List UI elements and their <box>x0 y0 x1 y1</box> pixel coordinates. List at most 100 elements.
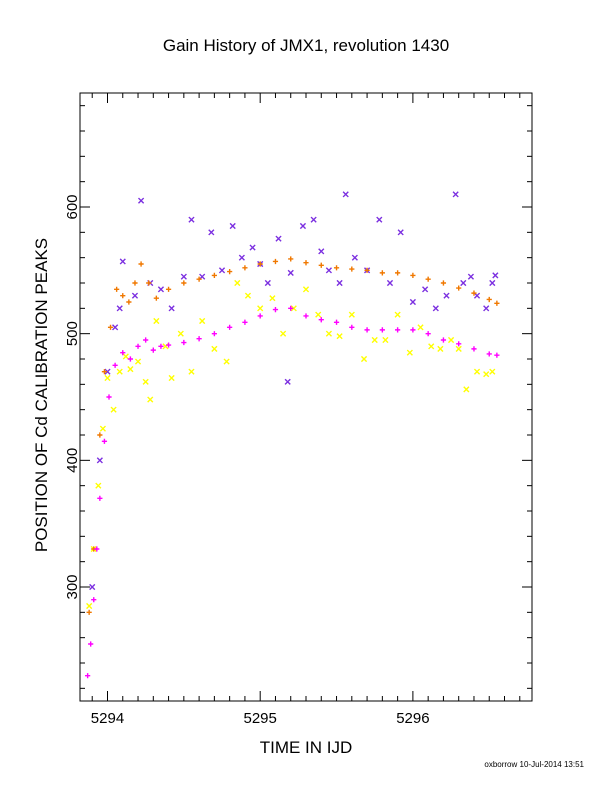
data-point <box>85 673 91 679</box>
data-point <box>386 279 394 287</box>
data-point <box>342 191 349 198</box>
data-point <box>94 546 100 552</box>
data-point <box>199 317 206 325</box>
data-point <box>275 235 282 242</box>
data-point <box>443 292 450 299</box>
data-point <box>410 272 416 278</box>
x-tick-label: 5294 <box>91 710 124 727</box>
data-point <box>460 279 467 287</box>
data-point <box>288 256 294 262</box>
data-point <box>437 345 444 352</box>
data-point <box>142 378 149 385</box>
y-tick-label: 600 <box>64 194 81 219</box>
data-point <box>318 317 324 323</box>
data-point <box>138 261 144 267</box>
data-point <box>257 305 264 312</box>
data-point <box>455 345 462 352</box>
y-tick-label: 400 <box>64 448 81 473</box>
data-marks <box>85 191 500 679</box>
data-point <box>364 267 370 273</box>
data-point <box>135 343 141 349</box>
data-point <box>188 216 195 223</box>
data-point <box>116 368 123 375</box>
data-point <box>333 265 340 271</box>
data-point <box>288 305 294 311</box>
data-point <box>299 222 307 230</box>
data-point <box>157 286 165 293</box>
data-point <box>177 330 184 337</box>
data-point <box>456 341 462 347</box>
x-axis-label: TIME IN IJD <box>259 738 353 757</box>
data-point <box>284 378 291 385</box>
data-point <box>137 197 145 204</box>
data-point <box>119 258 126 265</box>
data-point <box>440 337 447 343</box>
data-point <box>86 602 93 610</box>
data-point <box>471 346 477 352</box>
data-point <box>104 368 111 375</box>
data-point <box>318 248 325 255</box>
data-point <box>168 305 175 312</box>
data-point <box>406 349 413 356</box>
data-point <box>229 222 236 230</box>
data-point <box>376 216 383 223</box>
series-1 <box>89 191 499 591</box>
data-point <box>180 273 187 280</box>
data-point <box>114 286 120 292</box>
data-point <box>303 260 309 266</box>
data-point <box>489 368 496 375</box>
data-point <box>471 290 477 296</box>
data-point <box>181 339 187 346</box>
series-0 <box>86 279 496 610</box>
data-point <box>227 269 233 275</box>
data-point <box>473 368 481 375</box>
data-point <box>315 311 322 318</box>
x-tick-label: 5296 <box>396 710 429 727</box>
data-point <box>422 286 429 293</box>
data-point <box>302 286 310 293</box>
data-point <box>97 432 103 438</box>
data-point <box>348 311 355 318</box>
axis-tick-labels: 5294 5295 5296 300 400 500 600 <box>64 194 430 727</box>
data-point <box>134 358 142 365</box>
data-point <box>447 336 455 344</box>
data-point <box>318 262 324 268</box>
data-point <box>249 244 256 251</box>
data-point <box>234 279 241 287</box>
data-point <box>257 313 263 319</box>
data-point <box>483 371 490 378</box>
data-point <box>379 270 385 276</box>
data-point <box>364 327 370 333</box>
series-2 <box>86 256 500 615</box>
data-point <box>379 327 385 333</box>
data-point <box>126 299 132 305</box>
series-3 <box>85 305 500 679</box>
data-point <box>96 457 103 464</box>
data-point <box>456 285 462 291</box>
data-point <box>188 368 195 375</box>
data-point <box>88 641 94 647</box>
data-point <box>333 319 340 325</box>
data-point <box>272 307 279 313</box>
data-point <box>257 261 263 267</box>
data-point <box>492 272 499 279</box>
data-point <box>143 337 149 343</box>
data-point <box>165 286 172 292</box>
data-point <box>208 229 215 236</box>
data-point <box>489 279 496 287</box>
data-point <box>410 327 416 333</box>
data-point <box>394 311 401 318</box>
data-point <box>153 295 159 301</box>
data-point <box>122 353 129 360</box>
data-point <box>325 267 332 274</box>
data-point <box>147 396 154 403</box>
data-point <box>238 254 245 261</box>
data-point <box>218 267 226 274</box>
data-point <box>116 305 123 312</box>
data-point <box>120 293 126 299</box>
data-point <box>486 296 492 303</box>
data-point <box>110 406 117 413</box>
y-tick-label: 500 <box>64 321 81 346</box>
data-point <box>86 609 92 615</box>
